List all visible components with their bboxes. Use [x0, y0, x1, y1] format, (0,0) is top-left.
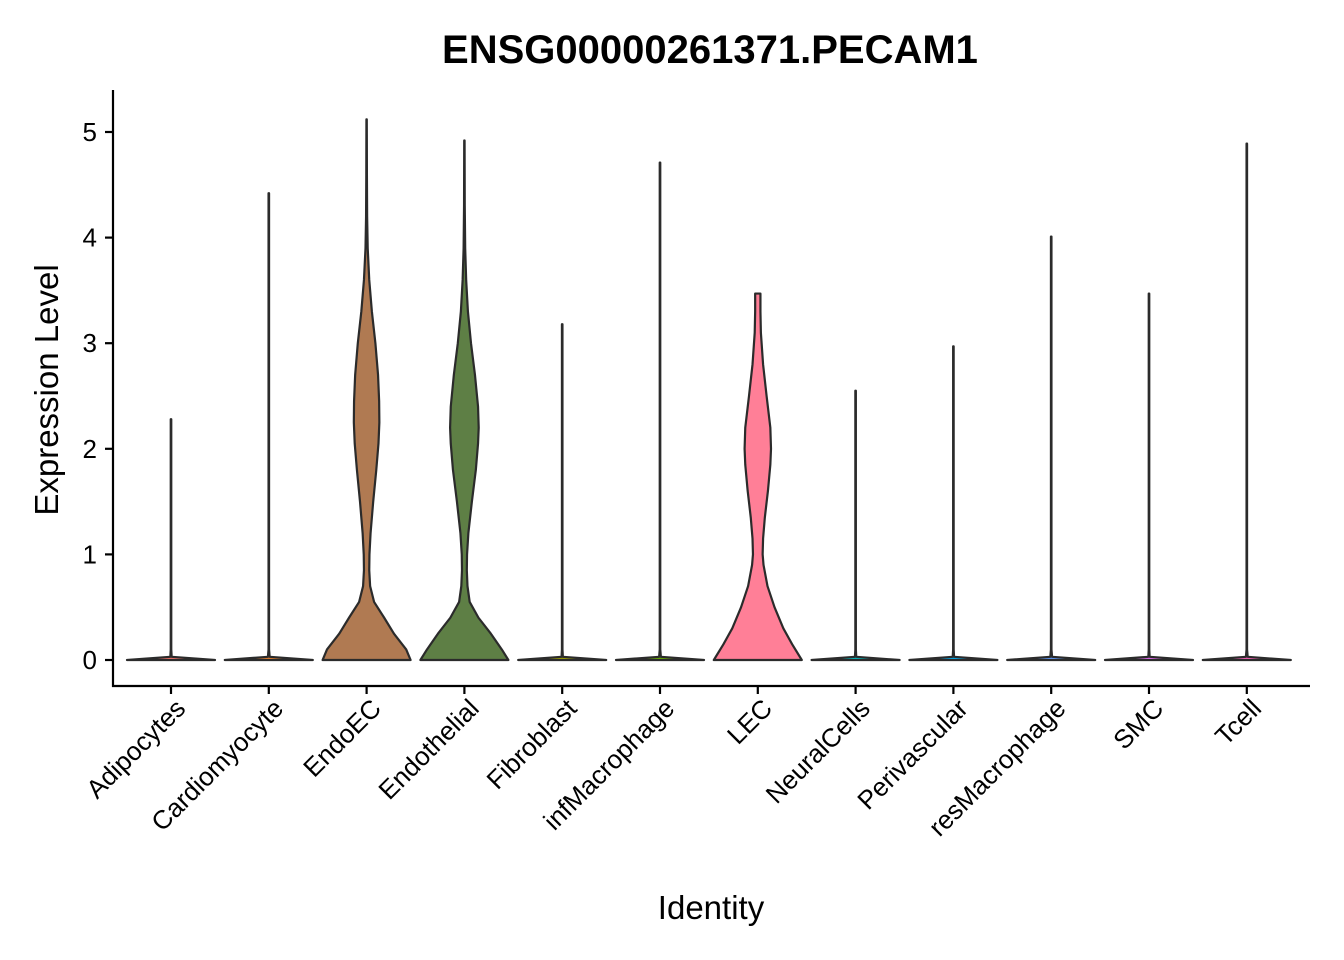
y-tick-label: 3 — [83, 328, 97, 358]
violin-perivascular — [908, 345, 999, 662]
x-tick-label-tcell: Tcell — [1209, 693, 1267, 751]
x-tick-label-endoec: EndoEC — [297, 693, 387, 783]
violin-fibroblast — [517, 323, 608, 662]
y-tick-label: 2 — [83, 434, 97, 464]
violin-infmacrophage — [614, 161, 706, 662]
y-tick-label: 4 — [83, 223, 97, 253]
y-axis-title: Expression Level — [28, 264, 65, 515]
violin-smc — [1103, 292, 1195, 662]
y-tick-label: 1 — [83, 539, 97, 569]
violin-tcell — [1201, 142, 1292, 662]
violins-group — [125, 118, 1292, 662]
violin-cardiomyocyte — [223, 192, 314, 662]
x-tick-label-smc: SMC — [1107, 693, 1169, 755]
violin-lec — [712, 292, 803, 662]
x-tick-label-lec: LEC — [721, 693, 778, 750]
x-tick-label-endothelial: Endothelial — [372, 693, 484, 805]
chart-title: ENSG00000261371.PECAM1 — [442, 28, 978, 72]
x-axis-title: Identity — [658, 889, 765, 926]
violin-endothelial — [419, 139, 510, 662]
y-axis: 0 1 2 3 4 5 — [83, 90, 115, 687]
violin-neuralcells — [810, 389, 901, 662]
y-tick-label: 5 — [83, 117, 97, 147]
y-tick-label: 0 — [83, 645, 97, 675]
x-tick-label-fibroblast: Fibroblast — [481, 692, 583, 794]
violin-endoec — [321, 118, 412, 662]
violin-resmacrophage — [1006, 235, 1097, 662]
violin-adipocytes — [125, 418, 217, 662]
